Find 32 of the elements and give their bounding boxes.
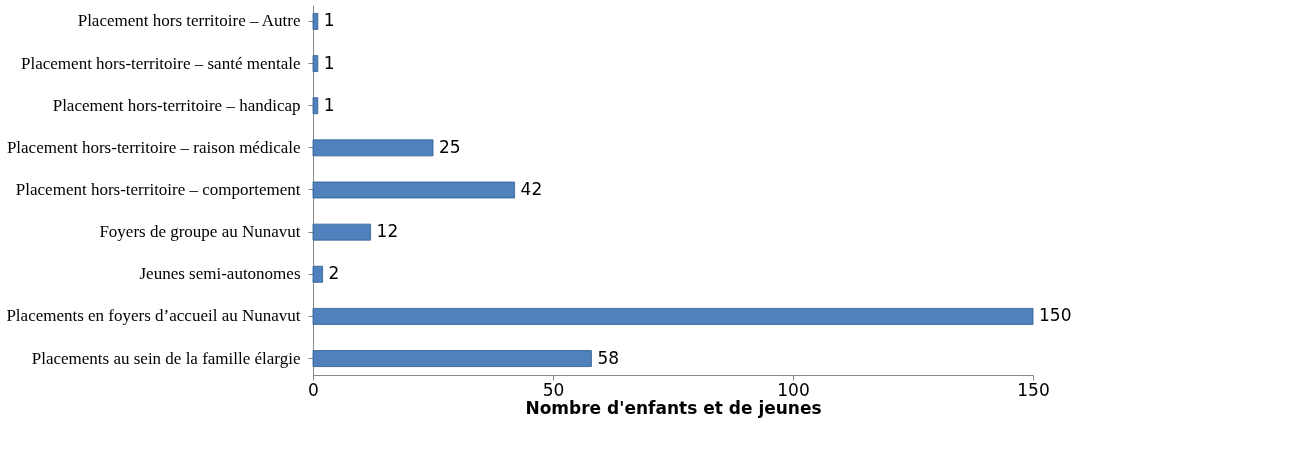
data-label: 25	[439, 136, 461, 157]
x-tick-label: 100	[777, 379, 810, 400]
y-tick-label: Placement hors-territoire – handicap	[52, 95, 301, 115]
data-label: 12	[376, 221, 399, 242]
x-tick-label: 0	[308, 379, 319, 400]
x-axis-title: Nombre d'enfants et de jeunes	[525, 397, 822, 418]
bar	[312, 223, 371, 241]
bar	[312, 181, 515, 199]
y-tick-label: Placement hors-territoire – santé mentale	[21, 53, 301, 73]
bar	[312, 139, 434, 157]
data-label: 42	[520, 179, 543, 199]
y-tick-label: Placements au sein de la famille élargie	[31, 348, 301, 368]
bar	[312, 308, 1034, 325]
data-label: 2	[328, 263, 340, 284]
y-tick-label: Foyers de groupe au Nunavut	[99, 222, 301, 242]
bar	[312, 265, 323, 283]
y-tick-label: Placement hors territoire – Autre	[77, 11, 301, 31]
bar	[312, 55, 319, 72]
data-label: 58	[597, 347, 620, 368]
data-label: 1	[323, 94, 335, 115]
y-tick-label: Placement hors-territoire – raison médicale	[6, 137, 301, 157]
bar	[312, 13, 319, 30]
y-tick-label: Jeunes semi-autonomes	[139, 264, 301, 284]
y-tick-label: Placements en foyers d’accueil au Nunavut	[6, 306, 301, 326]
data-label: 1	[323, 10, 335, 31]
data-label: 150	[1039, 305, 1072, 326]
bar	[312, 350, 592, 367]
x-tick-label: 150	[1017, 379, 1050, 400]
x-tick-label: 50	[542, 379, 565, 400]
y-tick-label: Placement hors-territoire – comportement	[15, 180, 301, 199]
bar	[312, 97, 319, 115]
data-label: 1	[323, 52, 335, 73]
